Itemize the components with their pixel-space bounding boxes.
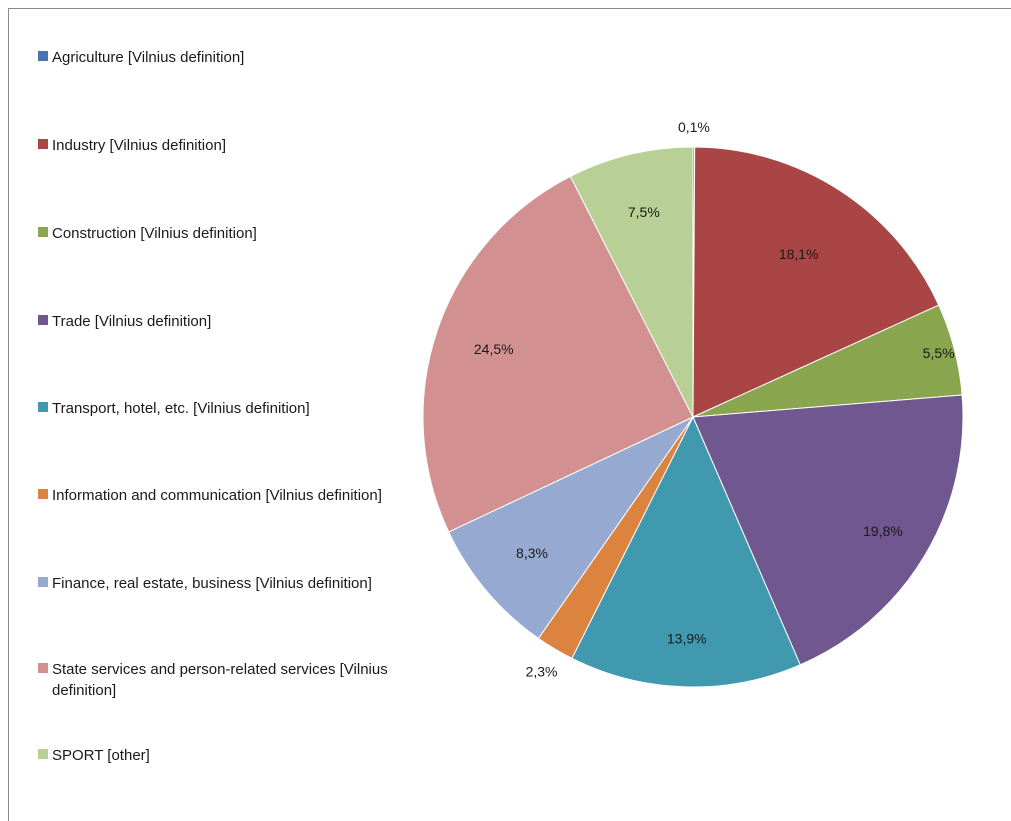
legend-item-agriculture: Agriculture [Vilnius definition] <box>38 47 398 68</box>
legend-item-sport: SPORT [other] <box>38 745 398 766</box>
pie-slice <box>692 394 964 666</box>
legend-label: Agriculture [Vilnius definition] <box>52 49 245 66</box>
legend-label: Finance, real estate, business [Vilnius … <box>52 575 372 592</box>
legend-item-information: Information and communication [Vilnius d… <box>38 485 398 506</box>
legend-swatch <box>38 402 48 412</box>
pie-slice <box>448 415 695 640</box>
legend-swatch <box>38 577 48 587</box>
data-label: 7,5% <box>628 204 660 220</box>
data-label: 0,1% <box>678 119 710 135</box>
legend-item-finance: Finance, real estate, business [Vilnius … <box>38 573 398 594</box>
pie-slice <box>571 415 801 688</box>
legend-label: Transport, hotel, etc. [Vilnius definiti… <box>52 400 310 417</box>
legend-swatch <box>38 227 48 237</box>
data-label: 24,5% <box>474 341 514 357</box>
legend-item-trade: Trade [Vilnius definition] <box>38 311 398 332</box>
legend-swatch <box>38 51 48 61</box>
legend-swatch <box>38 139 48 149</box>
data-label: 2,3% <box>526 663 558 679</box>
pie-slice <box>422 175 694 533</box>
data-label: 5,5% <box>923 345 955 361</box>
legend-label: Industry [Vilnius definition] <box>52 137 226 154</box>
legend-label: Trade [Vilnius definition] <box>52 313 212 330</box>
legend-item-transport: Transport, hotel, etc. [Vilnius definiti… <box>38 398 398 419</box>
legend-item-industry: Industry [Vilnius definition] <box>38 135 398 156</box>
pie-slice <box>569 146 694 418</box>
legend-item-construction: Construction [Vilnius definition] <box>38 223 398 244</box>
data-label: 8,3% <box>516 545 548 561</box>
data-label: 19,8% <box>863 523 903 539</box>
legend-swatch <box>38 749 48 759</box>
legend-label: Information and communication [Vilnius d… <box>52 487 382 504</box>
data-label: 18,1% <box>779 246 819 262</box>
legend-label: State services and person-related servic… <box>52 661 388 699</box>
legend-swatch <box>38 489 48 499</box>
legend-label: Construction [Vilnius definition] <box>52 225 257 242</box>
data-label: 13,9% <box>667 630 707 646</box>
legend-item-state-services: State services and person-related servic… <box>38 659 398 701</box>
legend-swatch <box>38 663 48 673</box>
legend-label: SPORT [other] <box>52 747 150 764</box>
pie-slice <box>692 146 940 418</box>
legend-swatch <box>38 315 48 325</box>
